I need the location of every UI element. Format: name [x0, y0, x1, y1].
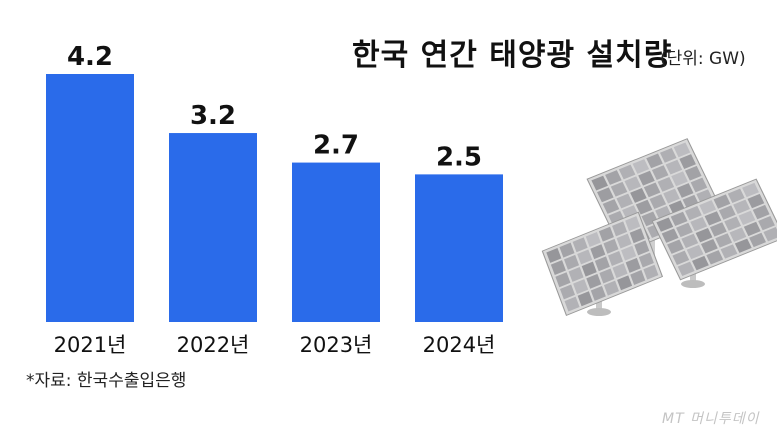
solar-panel-front-right — [651, 178, 777, 281]
source-note: *자료: 한국수출입은행 — [26, 371, 187, 391]
bar-value-label: 4.2 — [67, 42, 113, 72]
x-tick-label: 2022년 — [177, 333, 250, 357]
x-tick-label: 2024년 — [423, 333, 496, 357]
bar-value-label: 2.5 — [436, 142, 482, 172]
bar-value-label: 2.7 — [313, 131, 359, 161]
panel-pole — [650, 230, 655, 260]
x-tick-label: 2021년 — [54, 333, 127, 357]
unit-label: (단위: GW) — [660, 49, 746, 69]
bar-value-label: 3.2 — [190, 101, 236, 131]
bar-1 — [46, 74, 134, 322]
chart-title: 한국 연간 태양광 설치량 — [352, 38, 673, 73]
panel-base — [681, 280, 705, 288]
bar-3 — [292, 162, 380, 322]
solar-panel-front-left — [541, 211, 664, 316]
bar-4 — [415, 174, 503, 322]
x-tick-label: 2023년 — [300, 333, 373, 357]
panel-base — [587, 308, 611, 316]
publisher-logo: MT 머니투데이 — [662, 411, 760, 427]
bar-2 — [169, 133, 257, 322]
solar-panel-illustration — [541, 138, 777, 316]
